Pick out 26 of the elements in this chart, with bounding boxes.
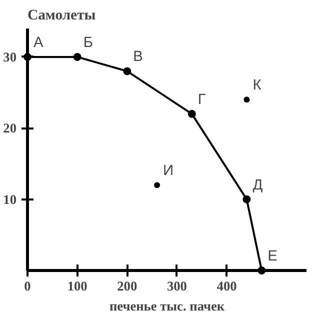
y-tick-label: 10 (3, 192, 17, 207)
y-tick-label: 30 (3, 49, 17, 64)
point (244, 96, 250, 103)
point (258, 266, 266, 274)
annotation: Б (83, 34, 93, 51)
x-axis-title: печенье тыс. пачек (109, 298, 225, 314)
x-tick-label: 0 (24, 278, 32, 294)
x-tick-label: 100 (67, 278, 88, 294)
y-tick-label: 20 (3, 120, 17, 136)
point (24, 52, 32, 61)
annotation: И (163, 163, 174, 180)
point (242, 195, 251, 204)
annotation: Е (268, 248, 278, 264)
annotation: Г (198, 92, 206, 108)
point (123, 67, 132, 76)
x-tick-label: 200 (117, 278, 138, 294)
point (188, 110, 196, 118)
annotation: Д (252, 177, 263, 194)
y-axis-title: Самолеты (28, 8, 96, 24)
annotation: В (133, 49, 143, 66)
annotation: К (252, 78, 262, 94)
x-tick-label: 300 (166, 278, 188, 294)
x-tick-label: 400 (216, 278, 238, 294)
point (73, 52, 82, 61)
point (154, 182, 160, 188)
annotation: А (34, 34, 44, 51)
